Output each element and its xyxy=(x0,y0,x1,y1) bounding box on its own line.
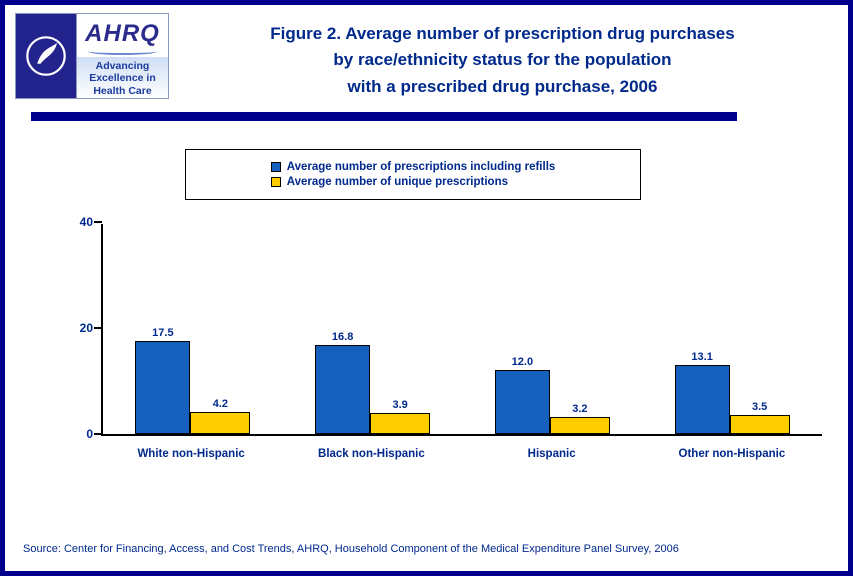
bar-group: 16.8 3.9 xyxy=(283,224,463,435)
bar-with-label: 16.8 xyxy=(315,331,371,435)
bar-unique-prescriptions xyxy=(729,415,790,435)
bar-unique-prescriptions xyxy=(549,417,610,435)
legend-item-unique: Average number of unique prescriptions xyxy=(270,176,556,189)
bar-with-label: 3.5 xyxy=(729,401,790,435)
legend-swatch-yellow xyxy=(270,177,281,188)
bar-value-label: 3.2 xyxy=(572,403,588,416)
legend-label: Average number of unique prescriptions xyxy=(286,176,508,189)
title-line-2: by race/ethnicity status for the populat… xyxy=(333,50,672,70)
bar-value-label: 4.2 xyxy=(212,397,229,410)
category-label: Other non-Hispanic xyxy=(678,448,786,461)
y-axis-tick-mark xyxy=(94,327,102,330)
bar-prescriptions-including-refills xyxy=(135,341,191,435)
accent-bar xyxy=(31,112,737,122)
bar-chart: 0 20 40 17.5 4.2 16.8 3.9 12.0 3.2 13.1 3.5 White … xyxy=(80,215,822,460)
chart-legend: Average number of prescriptions includin… xyxy=(185,149,641,201)
bar-with-label: 13.1 xyxy=(674,350,730,435)
plot-area: 0 20 40 17.5 4.2 16.8 3.9 12.0 3.2 13.1 3.5 xyxy=(80,215,822,441)
ahrq-acronym: AHRQ xyxy=(85,20,160,47)
legend-item-refills: Average number of prescriptions includin… xyxy=(270,161,556,174)
bar-group: 12.0 3.2 xyxy=(463,224,643,435)
bar-unique-prescriptions xyxy=(190,411,251,435)
ahrq-tagline-line: Advancing xyxy=(95,60,150,72)
y-axis-tick-label: 20 xyxy=(79,321,93,336)
y-axis-tick-mark xyxy=(94,433,102,436)
ahrq-tagline-line: Health Care xyxy=(93,84,152,97)
title-line-3: with a prescribed drug purchase, 2006 xyxy=(347,76,658,96)
bar-unique-prescriptions xyxy=(370,413,431,435)
bar-value-label: 13.1 xyxy=(691,350,713,363)
bar-group: 17.5 4.2 xyxy=(103,224,283,435)
bar-prescriptions-including-refills xyxy=(315,345,371,435)
bar-with-label: 4.2 xyxy=(190,397,251,435)
y-axis-tick-label: 0 xyxy=(86,427,93,442)
title-line-1: Figure 2. Average number of prescription… xyxy=(270,24,735,43)
legend-swatch-blue xyxy=(270,162,281,173)
ahrq-logo-text: AHRQ Advancing Excellence in Health Care xyxy=(76,14,168,98)
legend-label: Average number of prescriptions includin… xyxy=(286,161,556,174)
source-note: Source: Center for Financing, Access, an… xyxy=(23,543,679,555)
y-axis-tick-label: 40 xyxy=(79,215,93,230)
bar-with-label: 17.5 xyxy=(135,327,191,435)
page-title: Figure 2. Average number of prescription… xyxy=(169,21,836,100)
category-label: Hispanic xyxy=(527,448,576,461)
bar-with-label: 3.2 xyxy=(549,403,610,435)
ahrq-tagline: Advancing Excellence in Health Care xyxy=(77,57,168,98)
bar-with-label: 12.0 xyxy=(494,356,550,435)
bar-value-label: 16.8 xyxy=(331,331,354,343)
bar-value-label: 3.5 xyxy=(751,401,768,414)
category-axis: White non-Hispanic Black non-Hispanic Hisp… xyxy=(101,448,822,460)
bar-group: 13.1 3.5 xyxy=(642,224,822,435)
header: AHRQ Advancing Excellence in Health Care… xyxy=(5,5,848,100)
ahrq-swoosh xyxy=(87,48,158,55)
bar-value-label: 3.9 xyxy=(392,399,408,412)
ahrq-logo: AHRQ Advancing Excellence in Health Care xyxy=(15,13,169,99)
bar-prescriptions-including-refills xyxy=(674,364,730,435)
bar-with-label: 3.9 xyxy=(370,399,431,435)
y-axis-tick-mark xyxy=(94,221,102,224)
bar-prescriptions-including-refills xyxy=(494,370,550,435)
bar-value-label: 17.5 xyxy=(152,327,174,340)
category-label: White non-Hispanic xyxy=(137,448,245,461)
ahrq-tagline-line: Excellence in xyxy=(89,72,156,85)
hhs-eagle-icon xyxy=(26,36,66,76)
category-label: Black non-Hispanic xyxy=(318,448,425,461)
hhs-logo xyxy=(16,14,76,98)
bar-value-label: 12.0 xyxy=(511,356,534,369)
